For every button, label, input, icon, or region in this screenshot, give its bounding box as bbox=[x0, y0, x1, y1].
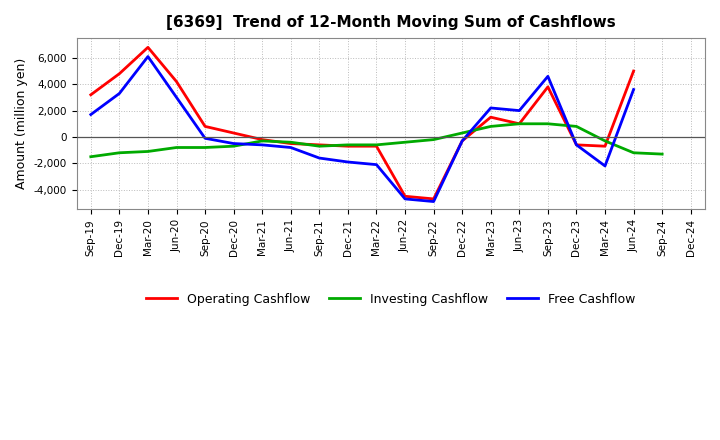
Investing Cashflow bbox=[287, 139, 295, 145]
Free Cashflow bbox=[201, 136, 210, 141]
Investing Cashflow bbox=[86, 154, 95, 159]
Line: Operating Cashflow: Operating Cashflow bbox=[91, 48, 634, 199]
Free Cashflow bbox=[600, 163, 609, 169]
Investing Cashflow bbox=[343, 142, 352, 147]
Operating Cashflow bbox=[515, 121, 523, 126]
Investing Cashflow bbox=[544, 121, 552, 126]
Operating Cashflow bbox=[315, 142, 324, 147]
Free Cashflow bbox=[172, 95, 181, 100]
Operating Cashflow bbox=[401, 194, 410, 199]
Investing Cashflow bbox=[258, 138, 266, 143]
Investing Cashflow bbox=[600, 138, 609, 143]
Free Cashflow bbox=[401, 196, 410, 202]
Operating Cashflow bbox=[86, 92, 95, 97]
Operating Cashflow bbox=[343, 143, 352, 149]
Operating Cashflow bbox=[458, 138, 467, 143]
Operating Cashflow bbox=[258, 137, 266, 142]
Free Cashflow bbox=[372, 162, 381, 167]
Operating Cashflow bbox=[143, 45, 152, 50]
Operating Cashflow bbox=[201, 124, 210, 129]
Investing Cashflow bbox=[572, 124, 581, 129]
Investing Cashflow bbox=[658, 151, 667, 157]
Operating Cashflow bbox=[600, 143, 609, 149]
Investing Cashflow bbox=[458, 130, 467, 136]
Free Cashflow bbox=[572, 142, 581, 147]
Operating Cashflow bbox=[172, 79, 181, 84]
Operating Cashflow bbox=[629, 69, 638, 74]
Investing Cashflow bbox=[372, 142, 381, 147]
Investing Cashflow bbox=[315, 143, 324, 149]
Investing Cashflow bbox=[201, 145, 210, 150]
Free Cashflow bbox=[343, 159, 352, 165]
Operating Cashflow bbox=[115, 71, 124, 76]
Free Cashflow bbox=[258, 142, 266, 147]
Free Cashflow bbox=[315, 155, 324, 161]
Title: [6369]  Trend of 12-Month Moving Sum of Cashflows: [6369] Trend of 12-Month Moving Sum of C… bbox=[166, 15, 616, 30]
Legend: Operating Cashflow, Investing Cashflow, Free Cashflow: Operating Cashflow, Investing Cashflow, … bbox=[140, 288, 641, 311]
Investing Cashflow bbox=[230, 143, 238, 149]
Free Cashflow bbox=[629, 87, 638, 92]
Free Cashflow bbox=[544, 73, 552, 79]
Free Cashflow bbox=[143, 54, 152, 59]
Operating Cashflow bbox=[487, 114, 495, 120]
Investing Cashflow bbox=[401, 139, 410, 145]
Free Cashflow bbox=[287, 145, 295, 150]
Line: Investing Cashflow: Investing Cashflow bbox=[91, 124, 662, 157]
Free Cashflow bbox=[429, 199, 438, 204]
Operating Cashflow bbox=[544, 84, 552, 89]
Investing Cashflow bbox=[429, 137, 438, 142]
Investing Cashflow bbox=[143, 149, 152, 154]
Operating Cashflow bbox=[429, 196, 438, 202]
Y-axis label: Amount (million yen): Amount (million yen) bbox=[15, 58, 28, 189]
Investing Cashflow bbox=[515, 121, 523, 126]
Operating Cashflow bbox=[572, 142, 581, 147]
Investing Cashflow bbox=[487, 124, 495, 129]
Operating Cashflow bbox=[287, 141, 295, 146]
Free Cashflow bbox=[86, 112, 95, 117]
Operating Cashflow bbox=[372, 143, 381, 149]
Free Cashflow bbox=[515, 108, 523, 113]
Free Cashflow bbox=[487, 105, 495, 110]
Investing Cashflow bbox=[115, 150, 124, 155]
Free Cashflow bbox=[230, 141, 238, 146]
Line: Free Cashflow: Free Cashflow bbox=[91, 57, 634, 202]
Investing Cashflow bbox=[629, 150, 638, 155]
Free Cashflow bbox=[115, 91, 124, 96]
Free Cashflow bbox=[458, 138, 467, 143]
Investing Cashflow bbox=[172, 145, 181, 150]
Operating Cashflow bbox=[230, 130, 238, 136]
